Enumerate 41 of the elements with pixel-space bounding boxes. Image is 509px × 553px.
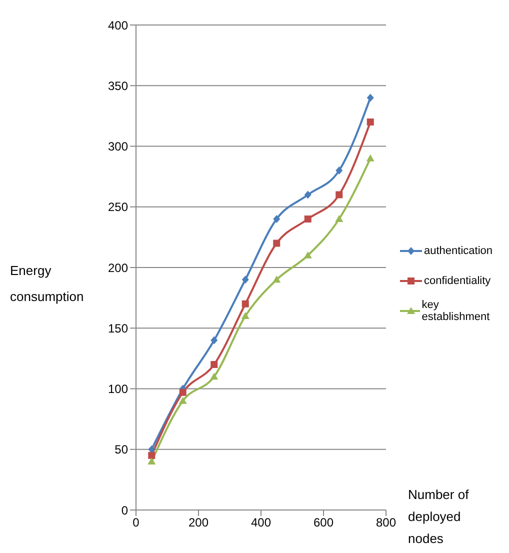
point	[210, 361, 218, 368]
y-tick-label: 400	[108, 18, 128, 32]
y-tick-label: 0	[121, 503, 128, 518]
point	[304, 190, 312, 199]
x-axis-title: Number of deployed nodes	[408, 486, 470, 548]
x-tick-label: 0	[132, 516, 140, 530]
point	[366, 118, 374, 126]
point	[304, 251, 312, 258]
point	[366, 154, 374, 162]
y-tick-label: 300	[108, 140, 128, 154]
point	[179, 388, 186, 396]
legend-label: authentication	[424, 245, 492, 257]
point	[241, 312, 250, 319]
point	[273, 215, 280, 223]
point	[336, 191, 343, 198]
point	[148, 458, 156, 464]
x-tick-label: 600	[313, 516, 334, 530]
y-tick-label: 50	[114, 442, 128, 457]
point	[335, 215, 344, 222]
point	[336, 166, 343, 174]
point	[366, 94, 374, 102]
y-tick-label: 100	[108, 382, 128, 396]
point	[242, 276, 249, 284]
y-tick-label: 150	[108, 321, 128, 336]
x-tick-label: 400	[250, 516, 272, 530]
point	[210, 372, 218, 380]
point	[273, 240, 280, 247]
point	[148, 452, 156, 459]
point	[272, 276, 281, 283]
x-tick-label: 200	[188, 516, 209, 530]
point	[304, 216, 312, 222]
y-tick-label: 200	[108, 260, 128, 275]
point	[242, 300, 249, 308]
point	[210, 336, 218, 344]
legend-label: key establishment	[422, 299, 491, 323]
point	[178, 396, 187, 404]
y-tick-label: 350	[108, 78, 128, 93]
y-axis-title: Energy consumption	[10, 262, 85, 306]
legend-label: confidentiality	[424, 275, 491, 287]
y-tick-label: 250	[108, 200, 128, 214]
x-tick-label: 800	[376, 516, 396, 530]
